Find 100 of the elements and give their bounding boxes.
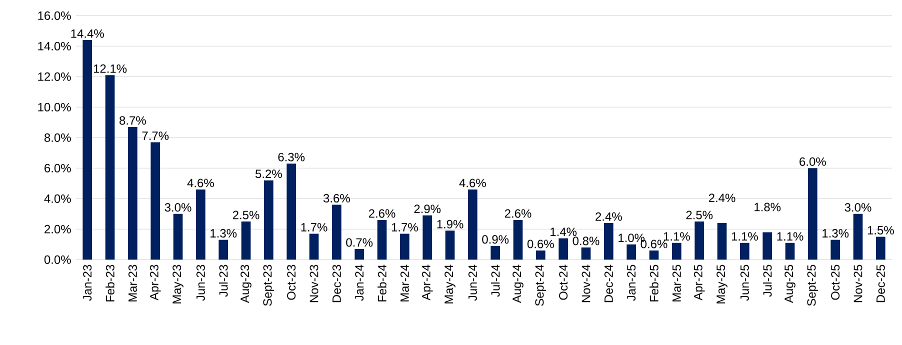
bar xyxy=(241,222,251,260)
data-label: 1.7% xyxy=(392,223,418,232)
bar xyxy=(468,190,478,260)
y-tick-label: 8.0% xyxy=(44,133,71,142)
bar xyxy=(82,40,92,260)
x-tick-label: Oct-23 xyxy=(287,264,296,300)
data-label: 6.3% xyxy=(278,152,305,162)
x-tick-label: Mar-24 xyxy=(400,264,409,302)
x-tick-label: Feb-25 xyxy=(650,264,658,302)
data-label: 0.9% xyxy=(482,235,509,244)
bar xyxy=(558,238,568,260)
bar xyxy=(717,223,727,260)
bar xyxy=(808,168,818,260)
x-tick-label: Mar-25 xyxy=(672,264,681,302)
x-tick-label: Jan-23 xyxy=(83,264,92,301)
bar xyxy=(830,240,840,260)
data-label: 1.1% xyxy=(732,232,758,241)
data-label: 7.7% xyxy=(142,132,169,140)
x-tick-label: Dec-24 xyxy=(604,264,613,302)
bar xyxy=(332,204,342,260)
x-tick-label: Jul-24 xyxy=(490,264,500,297)
x-tick-label: Aug-24 xyxy=(512,264,524,304)
bar xyxy=(173,214,183,260)
bar xyxy=(264,180,274,260)
x-tick-label: Apr-24 xyxy=(422,264,433,300)
x-tick-label: Jun-25 xyxy=(740,264,749,301)
x-tick-label: May-24 xyxy=(444,264,456,304)
data-label: 0.6% xyxy=(527,240,554,248)
bar xyxy=(128,126,138,260)
x-tick-label: Oct-24 xyxy=(559,264,568,300)
bar xyxy=(649,250,659,260)
x-tick-label: May-23 xyxy=(172,264,184,304)
x-tick-label: Jan-25 xyxy=(627,264,636,301)
data-label: 0.7% xyxy=(346,238,373,247)
bar xyxy=(785,242,795,260)
data-label: 1.7% xyxy=(301,223,328,232)
data-label: 6.0% xyxy=(800,157,826,166)
x-tick-label: Feb-24 xyxy=(378,264,386,302)
bar xyxy=(626,244,636,260)
bar xyxy=(740,242,750,260)
x-tick-label: Jul-23 xyxy=(218,264,228,297)
bar xyxy=(762,232,772,260)
data-label: 2.5% xyxy=(232,210,260,220)
x-tick-label: Mar-23 xyxy=(128,264,137,302)
x-tick-label: Sept-23 xyxy=(263,264,274,306)
x-tick-label: Jan-24 xyxy=(355,264,364,301)
x-tick-label: May-25 xyxy=(716,264,728,304)
y-tick-label: 16.0% xyxy=(38,11,71,20)
x-tick-label: Apr-23 xyxy=(150,264,161,300)
x-tick-label: Jun-23 xyxy=(196,264,205,301)
bar xyxy=(286,164,296,260)
bar xyxy=(377,220,387,260)
bar xyxy=(196,190,206,260)
bar xyxy=(105,75,115,260)
bar xyxy=(400,234,410,260)
y-tick-label: 6.0% xyxy=(44,164,71,172)
bar xyxy=(694,222,704,260)
x-tick-label: Jun-24 xyxy=(468,264,477,301)
data-label: 1.3% xyxy=(210,229,237,238)
data-label: 3.0% xyxy=(844,203,872,212)
y-tick-label: 0.0% xyxy=(44,255,71,264)
x-tick-label: Sept-25 xyxy=(807,264,818,306)
data-label: 2.9% xyxy=(414,204,441,214)
x-tick-label: Jul-25 xyxy=(762,264,772,297)
x-tick-label: Aug-23 xyxy=(240,264,252,304)
data-label: 2.4% xyxy=(708,194,736,202)
data-label: 2.5% xyxy=(686,210,713,220)
x-tick-label: Feb-23 xyxy=(106,264,114,302)
data-label: 5.2% xyxy=(255,170,282,178)
data-label: 0.8% xyxy=(572,236,600,246)
data-label: 12.1% xyxy=(94,64,127,73)
bar xyxy=(150,142,160,260)
bar xyxy=(672,242,682,260)
data-label: 14.4% xyxy=(71,29,104,38)
data-label: 2.4% xyxy=(596,212,622,221)
x-tick-label: Aug-25 xyxy=(784,264,796,304)
bar xyxy=(581,247,591,260)
bar xyxy=(513,220,523,260)
data-label: 1.1% xyxy=(777,232,804,241)
x-tick-label: Dec-23 xyxy=(332,264,341,302)
bar xyxy=(536,250,546,260)
y-tick-label: 10.0% xyxy=(38,102,71,112)
bar xyxy=(422,215,432,260)
x-tick-label: Apr-25 xyxy=(694,264,705,300)
data-label: 8.7% xyxy=(120,116,146,125)
data-label: 4.6% xyxy=(187,178,214,188)
data-label: 2.6% xyxy=(504,209,532,218)
y-tick-label: 2.0% xyxy=(44,224,71,234)
y-tick-label: 14.0% xyxy=(38,42,71,50)
bar xyxy=(490,246,500,260)
data-label: 1.1% xyxy=(664,232,690,241)
data-label: 1.3% xyxy=(822,229,849,238)
data-label: 1.8% xyxy=(754,202,781,212)
data-label: 1.5% xyxy=(868,226,894,235)
data-label: 2.6% xyxy=(368,209,396,218)
data-label: 4.6% xyxy=(459,178,486,188)
x-tick-label: Oct-25 xyxy=(831,264,840,300)
x-tick-label: Nov-23 xyxy=(310,264,318,302)
bar xyxy=(445,230,455,260)
bar xyxy=(604,223,614,260)
